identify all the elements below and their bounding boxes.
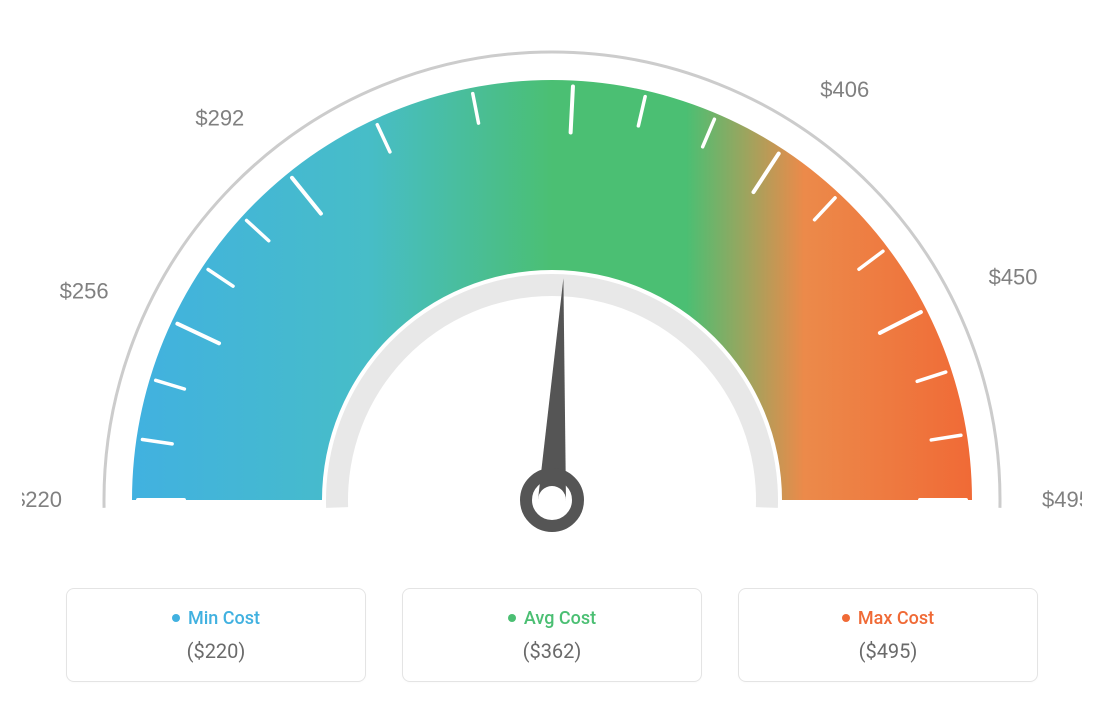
svg-text:$450: $450 — [989, 265, 1038, 290]
svg-text:$220: $220 — [22, 487, 62, 512]
legend-label-max: Max Cost — [858, 608, 934, 629]
svg-text:$362: $362 — [552, 20, 601, 23]
legend-label-avg: Avg Cost — [524, 608, 596, 629]
legend-dot-avg — [508, 614, 516, 622]
legend-label-min: Min Cost — [188, 608, 260, 629]
svg-text:$256: $256 — [60, 278, 109, 303]
gauge-chart: $220 $256 $292 $362 $406 $450 $495 — [20, 20, 1084, 560]
legend-dot-min — [172, 614, 180, 622]
legend-value-max: ($495) — [739, 639, 1037, 663]
svg-text:$495: $495 — [1042, 487, 1082, 512]
legend-row: Min Cost ($220) Avg Cost ($362) Max Cost… — [20, 588, 1084, 682]
legend-card-max: Max Cost ($495) — [738, 588, 1038, 682]
svg-text:$406: $406 — [820, 77, 869, 102]
legend-value-min: ($220) — [67, 639, 365, 663]
svg-text:$292: $292 — [195, 106, 244, 131]
legend-card-avg: Avg Cost ($362) — [402, 588, 702, 682]
legend-dot-max — [842, 614, 850, 622]
legend-value-avg: ($362) — [403, 639, 701, 663]
legend-card-min: Min Cost ($220) — [66, 588, 366, 682]
